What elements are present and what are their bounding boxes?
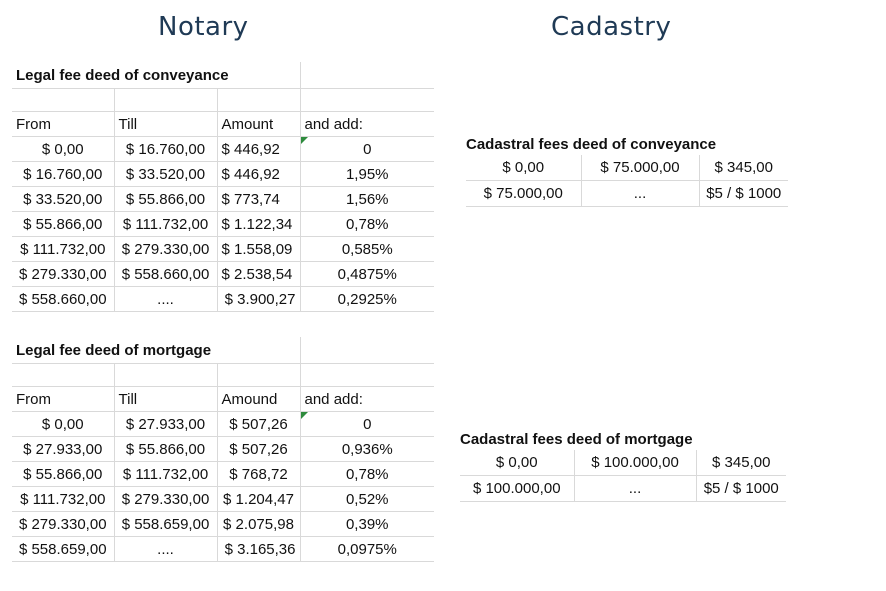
col-and-add: and add:: [300, 386, 434, 412]
table-row: $ 558.659,00.... $ 3.165,36 0,0975%: [12, 536, 434, 562]
table-title: Legal fee deed of conveyance: [12, 62, 301, 89]
table-row: $ 55.866,00 $ 111.732,00 $ 1.122,34 0,78%: [12, 211, 434, 237]
col-from: From: [12, 386, 115, 412]
table-row: $ 558.660,00.... $ 3.900,27 0,2925%: [12, 286, 434, 312]
table-row: $ 279.330,00 $ 558.660,00 $ 2.538,54 0,4875…: [12, 261, 434, 287]
table-row: $ 16.760,00 $ 33.520,00 $ 446,92 1,95%: [12, 161, 434, 187]
cadastral-mortgage-table: Cadastral fees deed of mortgage $ 0,00 $ …: [460, 428, 786, 502]
cadastral-conveyance-table: Cadastral fees deed of conveyance $ 0,00…: [466, 133, 788, 207]
table-row: $ 33.520,00 $ 55.866,00 $ 773,74 1,56%: [12, 186, 434, 212]
table-row: $ 100.000,00... $5 / $ 1000: [460, 475, 786, 502]
table-row: $ 279.330,00 $ 558.659,00 $ 2.075,98 0,39%: [12, 511, 434, 537]
table-row: $ 55.866,00 $ 111.732,00 $ 768,72 0,78%: [12, 461, 434, 487]
col-amound: Amound: [217, 386, 301, 412]
table-row: $ 0,00 $ 27.933,00 $ 507,26 0: [12, 411, 434, 437]
table-title: Legal fee deed of mortgage: [12, 337, 301, 364]
col-and-add: and add:: [300, 111, 434, 137]
header-row: From Till Amount and add:: [12, 111, 434, 137]
legal-fee-conveyance-table: Legal fee deed of conveyance From Till A…: [12, 62, 434, 312]
table-row: $ 0,00 $ 16.760,00 $ 446,92 0: [12, 136, 434, 162]
table-row: $ 111.732,00 $ 279.330,00 $ 1.204,47 0,52%: [12, 486, 434, 512]
legal-fee-mortgage-table: Legal fee deed of mortgage From Till Amo…: [12, 337, 434, 562]
cadastry-heading: Cadastry: [551, 12, 672, 42]
col-amount: Amount: [217, 111, 301, 137]
col-till: Till: [114, 111, 218, 137]
table-row: $ 0,00 $ 75.000,00 $ 345,00: [466, 155, 788, 181]
table-row: $ 27.933,00 $ 55.866,00 $ 507,26 0,936%: [12, 436, 434, 462]
col-from: From: [12, 111, 115, 137]
table-row: $ 111.732,00 $ 279.330,00 $ 1.558,09 0,585%: [12, 236, 434, 262]
table-title: Cadastral fees deed of conveyance: [466, 135, 717, 153]
table-row: $ 0,00 $ 100.000,00 $ 345,00: [460, 450, 786, 476]
notary-heading: Notary: [158, 12, 249, 42]
table-row: $ 75.000,00... $5 / $ 1000: [466, 180, 788, 207]
flagged-cell: 0: [300, 411, 434, 437]
header-row: From Till Amound and add:: [12, 386, 434, 412]
flagged-cell: 0: [300, 136, 434, 162]
col-till: Till: [114, 386, 218, 412]
table-title: Cadastral fees deed of mortgage: [460, 430, 693, 448]
